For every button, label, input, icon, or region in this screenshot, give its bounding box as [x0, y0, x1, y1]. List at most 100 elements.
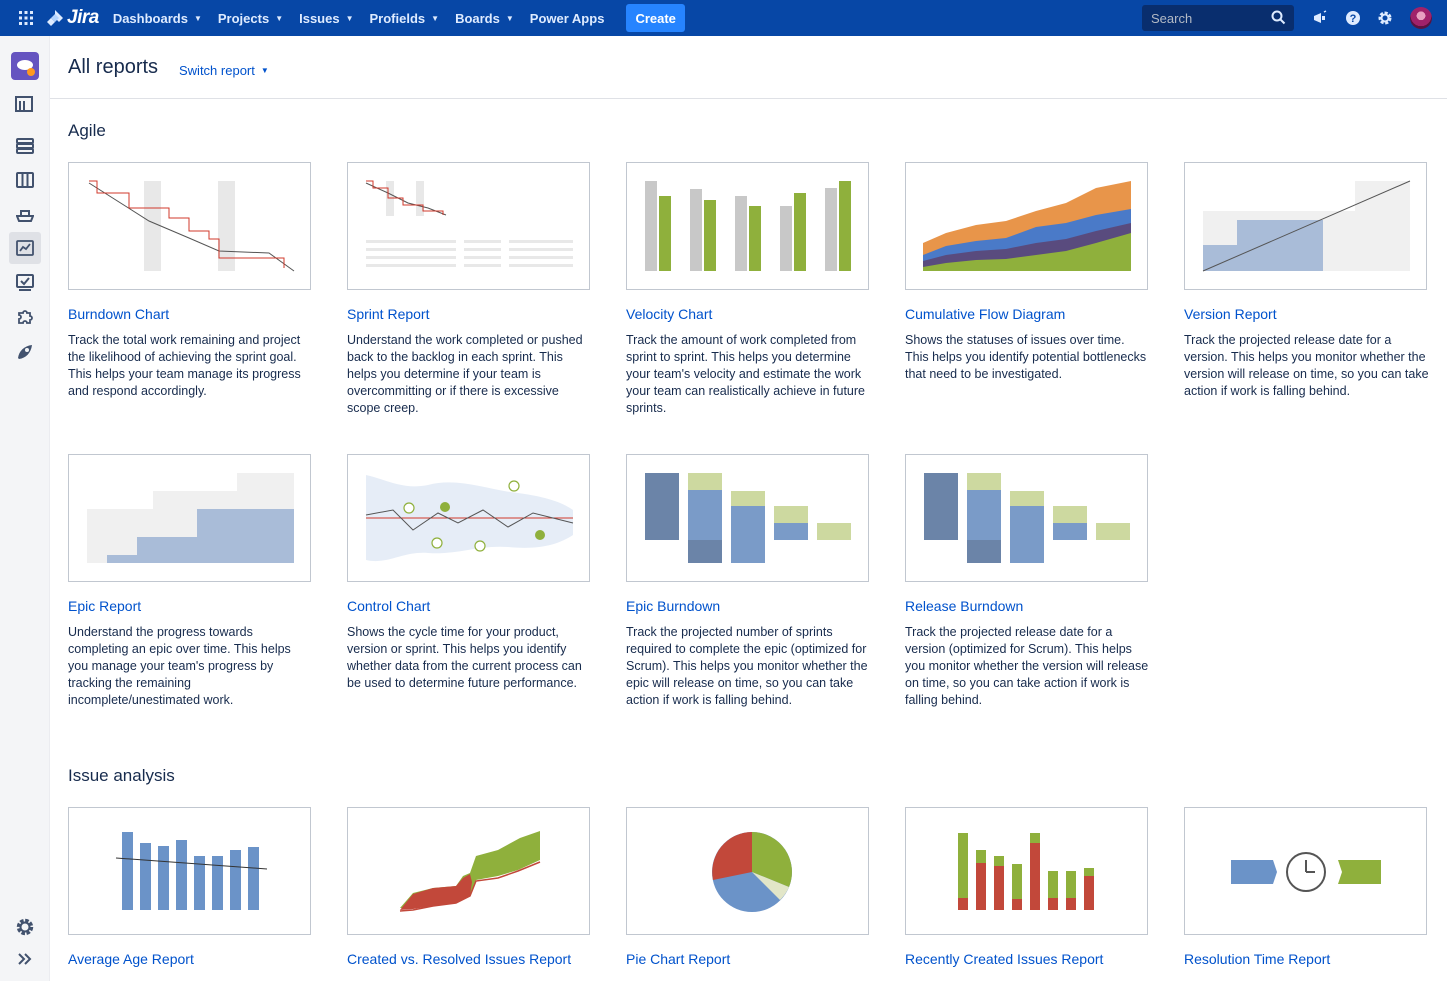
- nav-profields[interactable]: Profields ▼: [370, 11, 440, 26]
- report-title[interactable]: Velocity Chart: [626, 306, 713, 322]
- sidebar-item-shortcut[interactable]: [14, 341, 36, 363]
- report-description: Understand the progress towards completi…: [68, 625, 291, 707]
- epic-thumbnail[interactable]: [68, 454, 311, 582]
- report-title[interactable]: Epic Report: [68, 598, 142, 614]
- nav-dashboards[interactable]: Dashboards ▼: [113, 11, 202, 26]
- report-card-velocity: Velocity Chart Track the amount of work …: [626, 162, 870, 417]
- report-card-epic-burndown: Epic Burndown Track the projected number…: [626, 454, 870, 709]
- sidebar-item-issues[interactable]: [14, 135, 36, 157]
- chevron-down-icon: ▼: [505, 13, 514, 23]
- reports-chart-icon: [16, 240, 34, 256]
- report-title[interactable]: Release Burndown: [905, 598, 1024, 614]
- nav-projects[interactable]: Projects ▼: [218, 11, 283, 26]
- nav-power-apps[interactable]: Power Apps: [530, 11, 605, 26]
- sidebar-item-addons[interactable]: [14, 306, 36, 328]
- rocket-icon: [18, 345, 32, 359]
- notifications-megaphone-icon[interactable]: [1310, 8, 1330, 28]
- report-card-average-age: Average Age Report: [68, 807, 312, 967]
- jira-logo-icon: [47, 10, 63, 26]
- report-description: Track the amount of work completed from …: [626, 333, 866, 415]
- report-card-cumulative-flow: Cumulative Flow Diagram Shows the status…: [905, 162, 1149, 383]
- sidebar-expand[interactable]: [14, 948, 36, 970]
- resolution-time-thumbnail[interactable]: [1184, 807, 1427, 935]
- sidebar-item-board[interactable]: [14, 169, 36, 191]
- help-icon[interactable]: ?: [1343, 8, 1363, 28]
- sidebar-item-backlog[interactable]: [14, 94, 36, 116]
- search-placeholder: Search: [1151, 10, 1193, 26]
- report-card-epic: Epic Report Understand the progress towa…: [68, 454, 312, 709]
- report-title[interactable]: Burndown Chart: [68, 306, 170, 322]
- report-title[interactable]: Pie Chart Report: [626, 951, 731, 967]
- gear-icon: [16, 918, 34, 936]
- ship-icon: [16, 210, 34, 222]
- report-title[interactable]: Recently Created Issues Report: [905, 951, 1104, 967]
- report-title[interactable]: Sprint Report: [347, 306, 430, 322]
- report-card-recently-created: Recently Created Issues Report: [905, 807, 1149, 967]
- chevron-down-icon: ▼: [275, 13, 284, 23]
- chevron-down-icon: ▼: [193, 13, 202, 23]
- report-card-control: Control Chart Shows the cycle time for y…: [347, 454, 591, 692]
- release-burndown-thumbnail[interactable]: [905, 454, 1148, 582]
- created-vs-resolved-thumbnail[interactable]: [347, 807, 590, 935]
- sprint-thumbnail[interactable]: [347, 162, 590, 290]
- report-title[interactable]: Created vs. Resolved Issues Report: [347, 951, 572, 967]
- nav-dashboards-label: Dashboards: [112, 10, 188, 26]
- nav-boards[interactable]: Boards ▼: [455, 11, 514, 26]
- report-card-pie-chart: Pie Chart Report: [626, 807, 870, 967]
- recently-created-thumbnail[interactable]: [905, 807, 1148, 935]
- sidebar-item-releases[interactable]: [14, 203, 36, 225]
- checklist-board-icon: [16, 274, 34, 291]
- sidebar-item-tests[interactable]: [14, 272, 36, 294]
- page-header: All reports Switch report ▼: [50, 36, 1447, 99]
- report-title[interactable]: Epic Burndown: [626, 598, 721, 614]
- nav-issues[interactable]: Issues ▼: [299, 11, 353, 26]
- create-button[interactable]: Create: [626, 4, 685, 32]
- chevron-down-icon: ▼: [260, 66, 269, 75]
- report-description: Track the projected number of sprints re…: [626, 625, 868, 707]
- project-avatar-icon[interactable]: [11, 52, 39, 80]
- cumulative-flow-thumbnail[interactable]: [905, 162, 1148, 290]
- report-title[interactable]: Control Chart: [347, 598, 431, 614]
- search-input[interactable]: Search: [1142, 5, 1294, 31]
- settings-gear-icon[interactable]: [1375, 8, 1395, 28]
- version-thumbnail[interactable]: [1184, 162, 1427, 290]
- page-title: All reports: [68, 56, 159, 78]
- burndown-thumbnail[interactable]: [68, 162, 311, 290]
- sidebar-item-reports[interactable]: [14, 237, 36, 259]
- report-description: Track the projected release date for a v…: [905, 625, 1149, 707]
- backlog-icon: [15, 96, 33, 112]
- app-switcher-icon[interactable]: [8, 0, 44, 36]
- stack-icon: [16, 138, 34, 154]
- switch-report-label: Switch report: [179, 63, 255, 78]
- nav-power-apps-label: Power Apps: [529, 10, 605, 26]
- search-icon: [1271, 10, 1286, 25]
- nav-projects-label: Projects: [217, 10, 270, 26]
- nav-issues-label: Issues: [299, 10, 340, 26]
- double-chevron-right-icon: [18, 953, 32, 965]
- report-title[interactable]: Version Report: [1184, 306, 1277, 322]
- average-age-thumbnail[interactable]: [68, 807, 311, 935]
- chevron-down-icon: ▼: [431, 13, 440, 23]
- section-title-agile: Agile: [68, 121, 106, 140]
- svg-text:?: ?: [1350, 13, 1357, 25]
- jira-logo[interactable]: Jira: [46, 7, 99, 29]
- report-title[interactable]: Cumulative Flow Diagram: [905, 306, 1066, 322]
- pie-chart-thumbnail[interactable]: [626, 807, 869, 935]
- report-card-version: Version Report Track the projected relea…: [1184, 162, 1429, 400]
- switch-report-dropdown[interactable]: Switch report ▼: [179, 63, 269, 78]
- velocity-thumbnail[interactable]: [626, 162, 869, 290]
- puzzle-icon: [18, 310, 33, 324]
- report-card-resolution-time: Resolution Time Report: [1184, 807, 1428, 967]
- report-card-sprint: Sprint Report Understand the work comple…: [347, 162, 591, 417]
- epic-burndown-thumbnail[interactable]: [626, 454, 869, 582]
- report-description: Understand the work completed or pushed …: [347, 333, 583, 415]
- report-title[interactable]: Resolution Time Report: [1184, 951, 1331, 967]
- report-description: Track the total work remaining and proje…: [68, 333, 301, 398]
- report-card-burndown: Burndown Chart Track the total work rema…: [68, 162, 312, 400]
- control-thumbnail[interactable]: [347, 454, 590, 582]
- nav-profields-label: Profields: [369, 10, 426, 26]
- sidebar-settings[interactable]: [14, 916, 36, 938]
- user-avatar[interactable]: [1410, 7, 1432, 29]
- report-title[interactable]: Average Age Report: [68, 951, 194, 967]
- nav-boards-label: Boards: [455, 10, 500, 26]
